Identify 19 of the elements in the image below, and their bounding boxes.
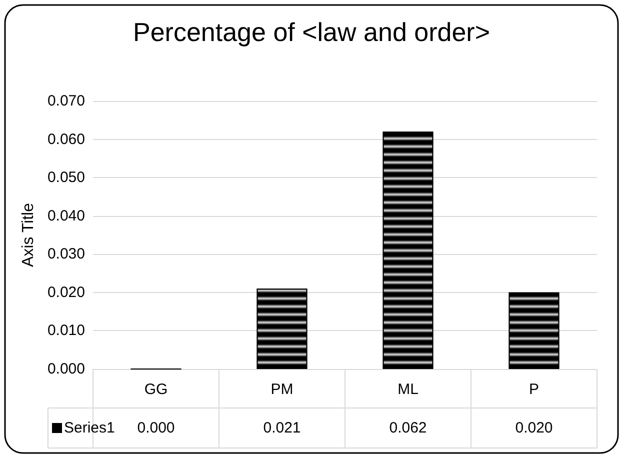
y-tick-label: 0.010 [47, 322, 85, 340]
legend-label: Series1 [64, 420, 115, 436]
y-axis-title: Axis Title [20, 202, 38, 268]
y-tick-label: 0.030 [47, 246, 85, 263]
x-tick-label: ML [398, 381, 418, 398]
x-tick-label: P [528, 381, 540, 398]
y-tick-label: 0.050 [47, 169, 85, 186]
y-tick-label: 0.040 [47, 207, 85, 224]
y-tick-label: 0.060 [47, 130, 85, 148]
data-label: 0.021 [263, 420, 301, 436]
x-tick-label: PM [270, 381, 294, 398]
data-label: 0.020 [515, 420, 553, 436]
y-tick-label: 0.000 [47, 360, 85, 378]
chart-title: Percentage of <law and order> [132, 17, 490, 47]
data-label: 0.000 [137, 420, 175, 436]
y-tick-label: 0.020 [47, 284, 85, 301]
y-tick-label: 0.070 [47, 92, 85, 110]
data-label: 0.062 [389, 420, 427, 436]
x-tick-label: GG [144, 381, 168, 398]
